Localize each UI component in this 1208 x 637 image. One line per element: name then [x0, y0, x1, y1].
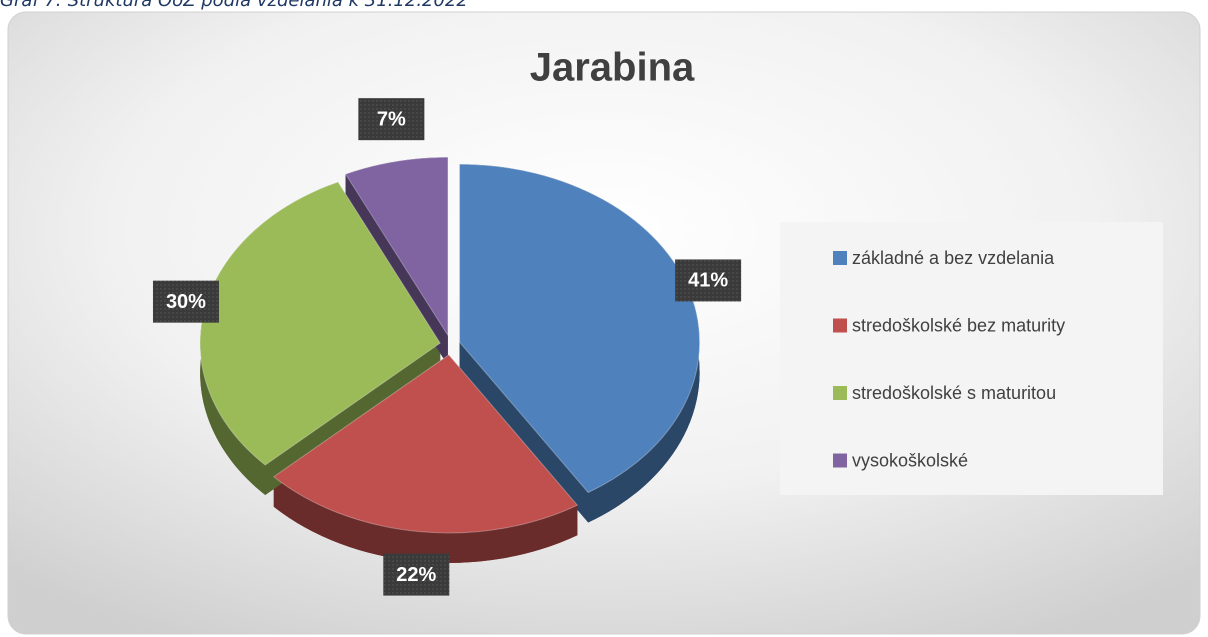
legend: [780, 222, 1163, 495]
pie-slice: [344, 156, 449, 337]
data-label: 30%: [166, 291, 206, 313]
slice-side: [273, 476, 578, 563]
legend-label: stredoškolské bez maturity: [852, 315, 1065, 335]
data-label: 22%: [396, 564, 436, 586]
pie-slice: [272, 354, 579, 534]
caption: Graf 7: Štruktúra OoZ podľa vzdelania k …: [0, 0, 468, 11]
legend-swatch: [833, 453, 847, 468]
legend-swatch: [833, 386, 847, 400]
chart-title: Jarabina: [530, 46, 695, 90]
data-label: 41%: [688, 270, 728, 292]
legend-label: základné a bez vzdelania: [852, 248, 1055, 268]
data-label: 7%: [377, 108, 406, 130]
data-label-box: [675, 259, 742, 302]
legend-label: vysokoškolské: [852, 450, 968, 470]
data-label-box: [383, 553, 450, 596]
data-label-box: [152, 280, 219, 323]
data-label-box: [358, 98, 425, 141]
legend-swatch: [833, 318, 847, 333]
legend-label: stredoškolské s maturitou: [852, 383, 1056, 403]
slice-side: [459, 342, 589, 523]
legend-swatch: [833, 251, 847, 265]
